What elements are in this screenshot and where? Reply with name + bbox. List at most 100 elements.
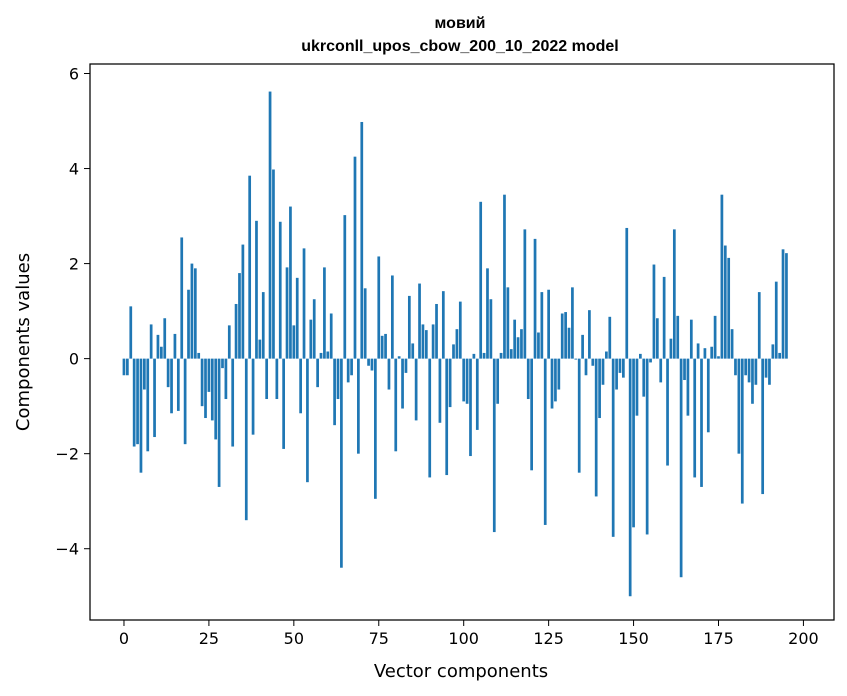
bar-121 [533,238,537,359]
bar-94 [441,291,445,359]
bar-54 [306,358,309,483]
bar-21 [193,268,197,359]
chart-subtitle: ukrconll_upos_cbow_200_10_2022 model [301,38,618,55]
bar-153 [642,358,646,397]
bar-86 [414,358,418,421]
bar-52 [299,358,302,414]
bar-176 [720,194,724,359]
bar-194 [781,249,785,359]
bar-138 [591,358,595,366]
bar-137 [588,310,591,359]
bar-27 [214,358,218,440]
bar-28 [217,358,221,487]
bar-80 [394,358,398,452]
bar-29 [221,358,224,369]
bar-35 [241,244,245,359]
bar-59 [323,267,326,359]
bar-2 [129,306,133,359]
y-axis-ticks: −4 −2 0 2 4 6 [55,65,90,559]
bar-171 [703,348,707,359]
bar-43 [268,91,272,359]
bar-87 [418,283,421,359]
bar-182 [740,358,744,504]
y-axis-label: Components values [13,253,34,431]
bar-91 [431,324,435,359]
bar-3 [132,358,136,447]
bar-73 [370,358,374,371]
bar-20 [190,263,194,359]
bar-188 [761,358,765,495]
bar-17 [180,237,184,359]
bar-155 [649,358,652,363]
bar-152 [639,353,642,359]
bar-48 [285,267,289,359]
bar-23 [200,358,204,407]
bar-129 [560,313,564,359]
bar-167 [689,319,693,359]
bar-134 [577,358,581,473]
bar-30 [224,358,228,400]
bar-156 [652,264,656,359]
bar-135 [581,334,584,359]
bar-105 [479,201,483,359]
bar-114 [509,349,513,359]
bar-187 [757,292,761,359]
bar-58 [319,352,323,359]
bar-9 [153,358,156,438]
bar-33 [234,303,238,359]
bar-143 [608,316,612,359]
bar-157 [655,318,659,359]
bar-78 [387,358,391,390]
plot-frame [89,63,835,621]
bar-74 [374,358,377,499]
bar-79 [391,275,394,359]
bar-96 [448,358,452,408]
bar-163 [676,315,680,359]
bar-127 [554,358,557,402]
x-tick-label: 175 [703,629,734,648]
y-tick-label: −4 [55,540,79,559]
bar-42 [265,358,269,400]
bar-63 [336,358,340,400]
bar-101 [465,358,469,404]
bar-100 [462,358,466,402]
bar-106 [482,352,486,359]
bar-41 [261,292,265,359]
bar-162 [672,229,676,359]
bar-128 [557,358,561,390]
bar-107 [486,268,489,359]
bar-36 [244,358,248,521]
bar-26 [210,358,214,421]
bar-92 [435,303,438,359]
bar-5 [139,358,143,473]
bar-126 [550,358,554,409]
bar-98 [455,329,459,359]
bar-117 [520,329,523,359]
bar-181 [737,358,741,454]
bar-141 [601,358,605,385]
bar-0 [122,358,126,376]
bar-177 [723,245,727,359]
y-tick-label: 4 [69,160,79,179]
bar-148 [625,227,629,359]
bar-22 [197,352,201,359]
bar-56 [312,299,316,359]
bar-111 [499,352,503,359]
bar-154 [645,358,649,535]
bar-140 [598,358,601,419]
bar-175 [717,356,720,359]
bar-123 [540,292,544,359]
bar-57 [316,358,319,388]
bar-1 [126,358,129,376]
y-tick-label: 0 [69,350,79,369]
bar-81 [397,356,401,359]
bar-168 [693,358,697,478]
bar-34 [238,273,241,359]
bar-75 [377,256,381,359]
bar-115 [513,319,517,359]
bar-122 [537,332,540,359]
bar-185 [751,358,754,404]
bar-173 [710,346,714,359]
bar-15 [173,333,177,359]
bar-184 [747,358,751,383]
